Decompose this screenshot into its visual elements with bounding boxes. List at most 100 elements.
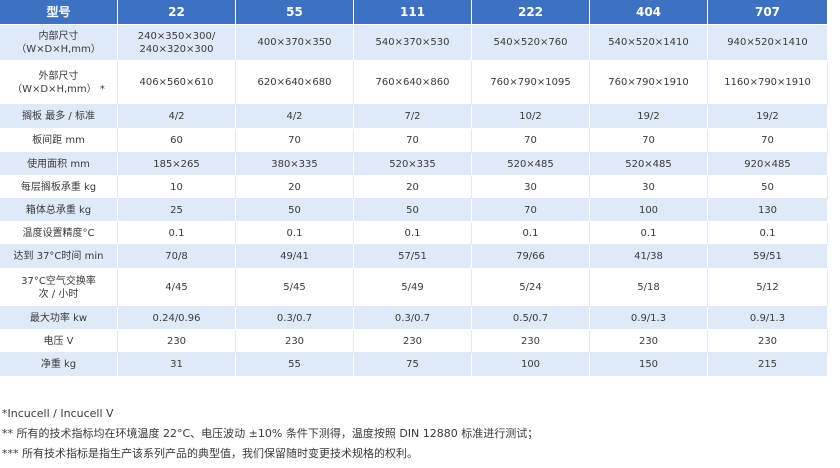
cell-value: 0.1 [168,227,185,239]
row-label: 最大功率 kw [0,307,118,330]
table-cell: 75 [354,353,472,377]
cell-value: 31 [170,359,183,370]
cell-value: 70 [406,135,419,146]
table-cell: 0.9/1.3 [708,307,828,330]
table-cell: 19/2 [590,105,708,129]
cell-value: 70 [524,204,537,216]
table-cell: 920×485 [708,153,828,176]
row-label-line: 最大功率 kw [29,312,88,324]
table-cell: 760×790×1095 [472,61,590,105]
cell-value: 70 [761,135,774,146]
cell-value: 25 [170,204,183,216]
table-row: 使用面积 mm 185×265 380×335 520×335 520×485 520×4… [0,153,828,176]
cell-value: 130 [757,204,778,216]
table-row: 板间距 mm 60 70 70 70 70 70 [0,129,828,153]
cell-value: 540×520×760 [493,37,568,48]
cell-value: 0.1 [522,227,539,239]
header-cell: 707 [708,0,828,25]
header-cell: 111 [354,0,472,25]
cell-value: 380×335 [271,158,318,170]
table-cell: 4/2 [236,105,354,129]
row-label-line: 37°C空气交换率 [21,275,96,287]
cell-value: 0.5/0.7 [512,312,549,324]
cell-value: 0.9/1.3 [630,312,667,324]
cell-value: 760×790×1910 [608,77,689,88]
table-cell: 380×335 [236,153,354,176]
row-label-line: 达到 37°C时间 min [13,251,104,262]
cell-value: 150 [638,359,659,370]
cell-value: 100 [638,204,659,216]
cell-value: 70/8 [165,251,188,262]
row-label: 净重 kg [0,353,118,377]
cell-value: 215 [757,359,778,370]
table-row: 最大功率 kw 0.24/0.96 0.3/0.7 0.3/0.7 0.5/0.7 0.9… [0,307,828,330]
table-row: 搁板 最多 / 标准 4/2 4/2 7/2 10/2 19/2 19/2 [0,105,828,129]
table-cell: 55 [236,353,354,377]
cell-value: 70 [642,135,655,146]
cell-value: 19/2 [756,111,779,122]
cell-value: 940×520×1410 [727,37,808,48]
cell-value: 0.24/0.96 [152,312,201,324]
table-cell: 150 [590,353,708,377]
table-cell: 0.1 [472,222,590,245]
table-cell: 230 [354,330,472,353]
cell-value: 240×350×300/ [137,30,216,42]
cell-value: 10/2 [519,111,542,122]
table-cell: 41/38 [590,245,708,269]
table-cell: 5/24 [472,269,590,307]
header-cell: 404 [590,0,708,25]
table-cell: 50 [708,176,828,199]
table-cell: 0.1 [236,222,354,245]
table-cell: 4/2 [118,105,236,129]
row-label-line: 使用面积 mm [27,158,90,170]
header-cell: 222 [472,0,590,25]
row-label-line: 搁板 最多 / 标准 [22,111,95,122]
row-label: 达到 37°C时间 min [0,245,118,269]
table-row: 外部尺寸 （W×D×H,mm） * 406×560×610 620×640×680 76… [0,61,828,105]
table-cell: 57/51 [354,245,472,269]
cell-value: 70 [524,135,537,146]
table-cell: 7/2 [354,105,472,129]
cell-value: 50 [761,181,774,193]
row-label-line: 温度设置精度°C [22,227,95,239]
table-cell: 100 [590,199,708,222]
table-cell: 31 [118,353,236,377]
header-cell-model: 型号 [0,0,118,25]
table-header-row: 型号 22 55 111 222 404 707 [0,0,828,25]
cell-value: 520×485 [625,158,672,170]
cell-value: 230 [166,335,187,347]
row-label: 电压 V [0,330,118,353]
row-label-line: 次 / 小时 [38,288,79,300]
cell-value: 240×320×300 [139,43,214,55]
table-cell: 4/45 [118,269,236,307]
row-label-line: 外部尺寸 [38,70,79,82]
row-label: 内部尺寸 （W×D×H,mm） [0,25,118,61]
row-label: 箱体总承重 kg [0,199,118,222]
table-cell: 0.1 [354,222,472,245]
cell-value: 0.3/0.7 [276,312,313,324]
cell-value: 49/41 [280,251,309,262]
table-cell: 520×335 [354,153,472,176]
cell-value: 230 [402,335,423,347]
table-cell: 19/2 [708,105,828,129]
table-cell: 50 [236,199,354,222]
cell-value: 4/2 [168,111,185,122]
table-cell: 70 [354,129,472,153]
cell-value: 19/2 [637,111,660,122]
cell-value: 0.1 [404,227,421,239]
table-cell: 5/45 [236,269,354,307]
table-cell: 30 [590,176,708,199]
row-label-line: 内部尺寸 [38,30,79,42]
table-cell: 70 [590,129,708,153]
cell-value: 50 [406,204,419,216]
table-row: 电压 V 230 230 230 230 230 230 [0,330,828,353]
table-cell: 60 [118,129,236,153]
table-cell: 5/12 [708,269,828,307]
footnote: *** 所有技术指标是指生产该系列产品的典型值，我们保留随时变更技术规格的权利。 [2,447,418,460]
cell-value: 20 [288,181,301,193]
row-label: 使用面积 mm [0,153,118,176]
cell-value: 59/51 [753,251,782,262]
header-cell: 55 [236,0,354,25]
cell-value: 230 [520,335,541,347]
spec-table: 型号 22 55 111 222 404 707 内部尺寸 （W×D×H,mm） 2… [0,0,828,377]
